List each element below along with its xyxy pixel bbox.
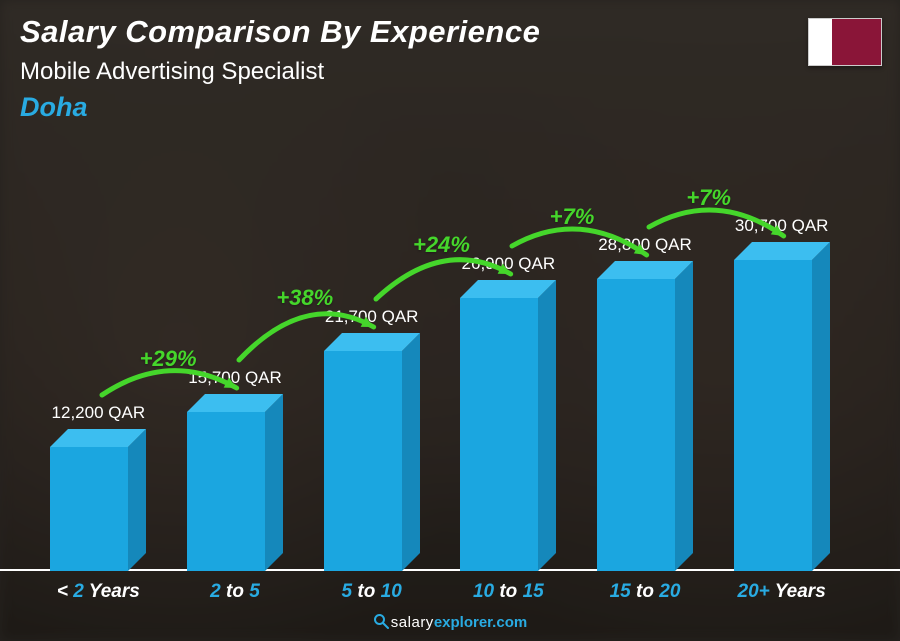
bar-value-label: 28,800 QAR bbox=[565, 235, 725, 255]
increase-label: +29% bbox=[140, 346, 197, 372]
flag-maroon-band bbox=[832, 19, 881, 65]
chart-subtitle: Mobile Advertising Specialist bbox=[20, 58, 324, 86]
increase-label: +24% bbox=[413, 232, 470, 258]
flag-serration-icon bbox=[824, 19, 832, 66]
magnifier-icon bbox=[373, 613, 389, 629]
attribution-prefix: salary bbox=[391, 614, 434, 631]
bar-value-label: 30,700 QAR bbox=[702, 216, 862, 236]
x-axis-label: 20+ Years bbox=[712, 581, 852, 603]
x-axis-label: 5 to 10 bbox=[302, 581, 442, 603]
chart-location: Doha bbox=[20, 92, 88, 123]
bar-chart: 12,200 QAR< 2 Years15,700 QAR2 to 521,70… bbox=[30, 140, 850, 571]
chart-title: Salary Comparison By Experience bbox=[20, 14, 540, 50]
increase-label: +7% bbox=[686, 185, 731, 211]
x-axis-label: 10 to 15 bbox=[438, 581, 578, 603]
increase-label: +7% bbox=[550, 204, 595, 230]
qatar-flag-icon bbox=[808, 18, 882, 66]
bar-value-label: 12,200 QAR bbox=[18, 403, 178, 423]
increase-label: +38% bbox=[276, 285, 333, 311]
x-axis-label: 2 to 5 bbox=[165, 581, 305, 603]
x-axis-label: < 2 Years bbox=[28, 581, 168, 603]
attribution: salaryexplorer.com bbox=[0, 613, 900, 631]
x-axis-label: 15 to 20 bbox=[575, 581, 715, 603]
attribution-suffix: explorer.com bbox=[434, 614, 527, 631]
